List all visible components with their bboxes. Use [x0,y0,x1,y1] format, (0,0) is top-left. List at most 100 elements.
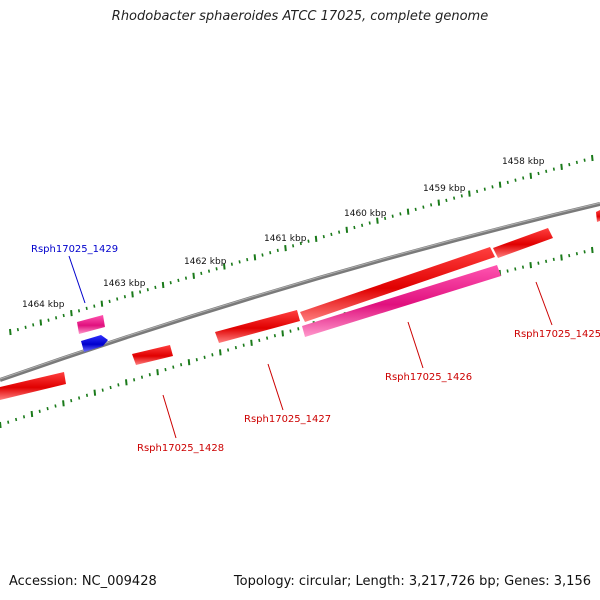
lower-scale-tick [552,257,555,262]
gene-label-1425[interactable]: Rsph17025_1425 [514,329,600,340]
upper-scale-tick [32,323,35,327]
gene-feature-1426-upper[interactable] [300,247,495,322]
upper-scale-tick [292,244,295,248]
upper-scale-tick [39,319,43,326]
upper-scale-tick [568,162,571,167]
gene-feature-1428[interactable] [132,345,173,365]
lower-scale-tick [242,343,245,347]
lower-scale-tick [203,355,206,359]
gene-feature-1427[interactable] [215,310,300,343]
gene-feature-left-edge[interactable] [0,372,66,400]
upper-scale-tick [16,327,19,332]
upper-scale-tick [314,235,318,242]
upper-scale-tick [575,160,578,165]
upper-scale-tick [146,288,149,292]
upper-scale-tick [230,262,233,266]
lower-scale-tick [545,259,548,263]
upper-scale-tick [353,225,356,230]
upper-scale-tick [307,239,310,243]
upper-scale-tick [483,187,486,191]
upper-scale-tick [169,281,172,285]
upper-scale-tick [560,163,563,170]
gene-feature-right-edge[interactable] [596,210,600,222]
upper-scale-tick [276,248,279,253]
upper-scale-tick [338,230,341,234]
accession-text: Accession: NC_009428 [9,574,157,589]
lower-scale-tick [164,367,167,372]
upper-scale-tick [284,245,287,252]
lower-scale-tick [583,250,586,254]
gene-label-1429[interactable]: Rsph17025_1429 [31,244,118,255]
upper-scale-tick [583,158,586,162]
lower-scale-tick [117,383,120,387]
upper-scale-tick [238,260,241,264]
upper-scale-tick [406,208,410,215]
lower-scale-tick [93,389,97,396]
upper-scale-tick [70,310,73,317]
gene-feature-1426[interactable] [302,265,501,337]
upper-scale-tick [453,196,456,200]
upper-scale-tick [468,190,471,197]
tick-label-1459: 1459 kbp [423,184,466,194]
gene-label-1428[interactable]: Rsph17025_1428 [137,443,224,454]
upper-scale-tick [391,214,394,218]
upper-scale-tick [376,217,379,224]
upper-scale-tick [476,189,479,194]
upper-scale-tick [552,167,555,171]
lower-scale-tick [156,369,159,376]
lower-scale-tick [78,396,81,400]
lower-scale-tick [195,358,198,362]
lower-scale-tick [514,267,517,271]
upper-scale-tick [177,278,180,283]
upper-scale-tick [253,254,257,261]
upper-scale-tick [422,205,425,209]
upper-scale-tick [192,272,195,279]
gene-label-1427[interactable]: Rsph17025_1427 [244,414,331,425]
upper-scale-tick [93,304,96,308]
upper-scale-tick [62,313,65,318]
upper-scale-tick [299,241,302,246]
upper-scale-tick [368,221,371,225]
upper-scale-tick [514,178,517,182]
lower-scale-tick [266,336,269,340]
gene-label-1426[interactable]: Rsph17025_1426 [385,372,472,383]
lower-scale-tick [148,373,151,377]
upper-scale-tick [9,328,12,336]
lower-scale-tick [187,359,191,366]
lower-scale-tick [22,415,26,419]
upper-scale-tick [414,207,417,212]
upper-scale-tick [200,271,203,276]
upper-scale-tick [330,232,333,237]
genome-summary-text: Topology: circular; Length: 3,217,726 bp… [233,574,591,589]
upper-scale-tick [47,318,50,322]
gene-feature-1425[interactable] [493,228,553,258]
lower-scale-tick [234,345,237,350]
lower-scale-tick [575,252,578,256]
tick-label-1463: 1463 kbp [103,279,146,289]
upper-scale-tick [522,176,525,180]
upper-scale-tick [123,295,126,299]
lower-scale-tick [7,420,10,424]
lower-scale-tick [30,410,34,418]
gene-feature-1429-blue[interactable] [81,335,108,352]
upper-scale-tick [361,223,364,227]
scale-ticks-lower [0,246,594,429]
upper-scale-tick [131,291,134,298]
upper-scale-tick [154,285,157,290]
upper-scale-tick [55,316,58,320]
upper-scale-tick [85,306,88,311]
lower-scale-tick [297,327,300,331]
lower-scale-tick [140,375,144,379]
upper-scale-tick [529,172,533,179]
lower-scale-tick [38,409,41,413]
gene-feature-1429[interactable] [77,315,105,334]
lower-scale-tick [560,254,563,261]
upper-scale-tick [184,276,188,280]
tick-label-1461: 1461 kbp [264,234,307,244]
lower-scale-tick [125,379,128,386]
lower-scale-tick [506,269,509,273]
upper-scale-tick [161,281,165,289]
lower-scale-tick [521,265,525,269]
upper-scale-tick [384,216,387,221]
